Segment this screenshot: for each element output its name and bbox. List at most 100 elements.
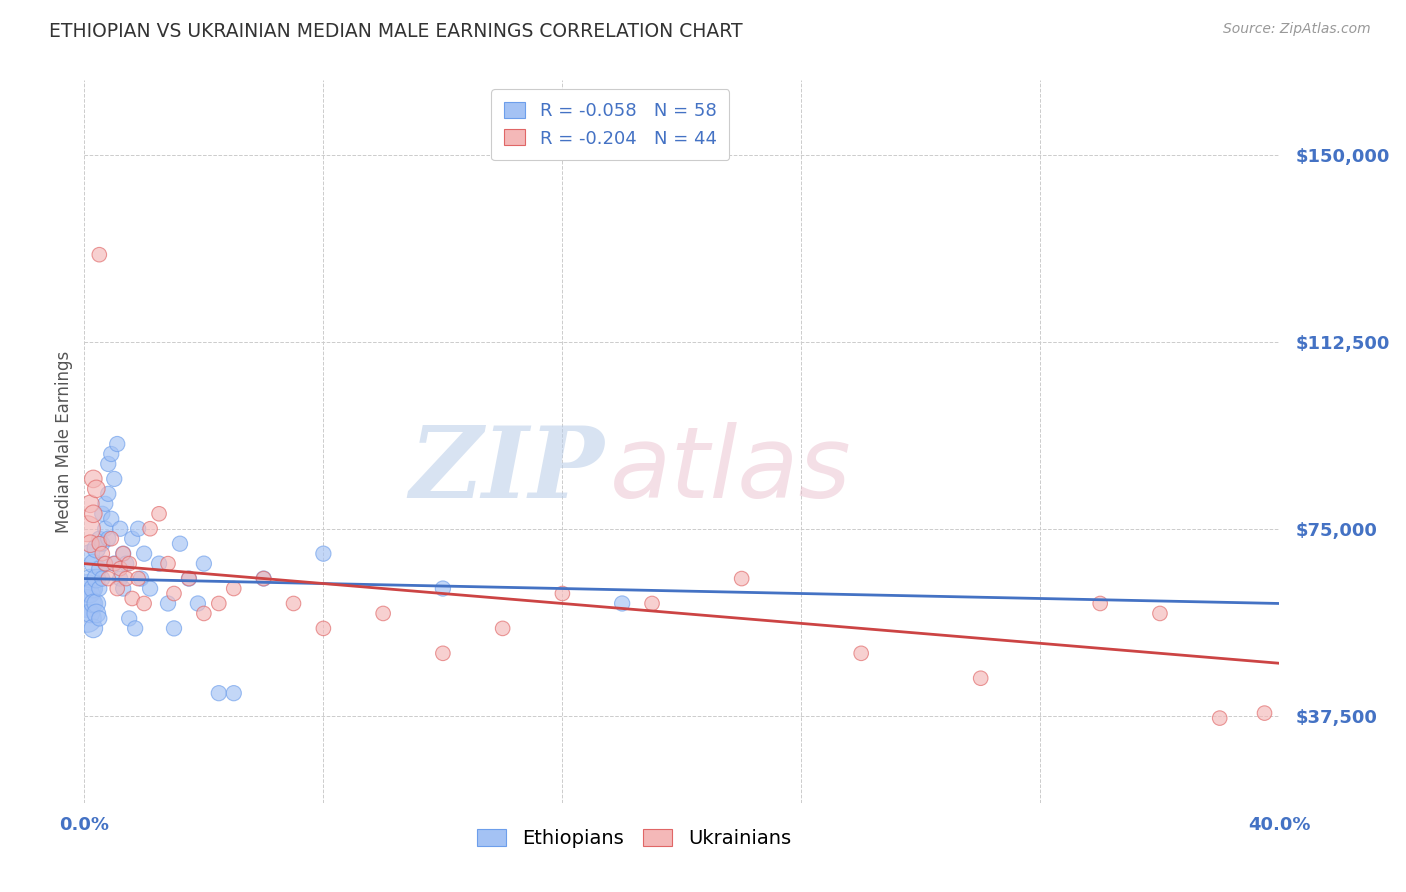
Point <box>208 597 231 611</box>
Point <box>139 582 162 596</box>
Point <box>79 572 101 586</box>
Point <box>89 561 111 575</box>
Point <box>100 447 122 461</box>
Point <box>177 572 200 586</box>
Point <box>731 572 754 586</box>
Text: ZIP: ZIP <box>409 422 605 518</box>
Point <box>118 611 141 625</box>
Point <box>76 611 98 625</box>
Point <box>89 248 111 262</box>
Point <box>148 507 170 521</box>
Point <box>82 597 104 611</box>
Point <box>97 532 120 546</box>
Text: atlas: atlas <box>610 422 852 519</box>
Point <box>312 621 335 635</box>
Point <box>851 646 873 660</box>
Point <box>132 547 156 561</box>
Point <box>86 597 108 611</box>
Point <box>100 512 122 526</box>
Point <box>79 497 101 511</box>
Point <box>97 572 120 586</box>
Point <box>112 547 135 561</box>
Legend: Ethiopians, Ukrainians: Ethiopians, Ukrainians <box>468 819 800 858</box>
Point <box>129 572 152 586</box>
Point <box>253 572 276 586</box>
Point <box>91 547 114 561</box>
Point <box>121 591 143 606</box>
Point <box>82 507 104 521</box>
Point <box>105 437 128 451</box>
Point <box>970 671 993 685</box>
Point <box>86 607 108 621</box>
Point <box>97 487 120 501</box>
Point <box>103 472 125 486</box>
Point <box>91 507 114 521</box>
Point <box>79 586 101 600</box>
Point <box>551 586 574 600</box>
Point <box>115 557 138 571</box>
Point <box>89 582 111 596</box>
Point <box>127 522 149 536</box>
Point <box>492 621 515 635</box>
Point <box>124 621 146 635</box>
Point <box>139 522 162 536</box>
Point <box>115 572 138 586</box>
Point <box>82 582 104 596</box>
Point <box>76 522 98 536</box>
Point <box>94 497 117 511</box>
Point <box>187 597 209 611</box>
Point <box>105 582 128 596</box>
Point <box>612 597 634 611</box>
Point <box>94 557 117 571</box>
Point <box>177 572 200 586</box>
Y-axis label: Median Male Earnings: Median Male Earnings <box>55 351 73 533</box>
Point <box>94 557 117 571</box>
Point <box>1090 597 1112 611</box>
Point <box>132 597 156 611</box>
Point <box>112 547 135 561</box>
Point <box>82 472 104 486</box>
Point <box>163 621 186 635</box>
Point <box>432 646 454 660</box>
Point <box>89 611 111 625</box>
Point <box>253 572 276 586</box>
Point <box>103 557 125 571</box>
Point <box>1209 711 1232 725</box>
Point <box>157 557 180 571</box>
Point <box>76 597 98 611</box>
Point <box>373 607 395 621</box>
Point <box>89 537 111 551</box>
Text: ETHIOPIAN VS UKRAINIAN MEDIAN MALE EARNINGS CORRELATION CHART: ETHIOPIAN VS UKRAINIAN MEDIAN MALE EARNI… <box>49 22 742 41</box>
Point <box>76 582 98 596</box>
Point <box>193 607 215 621</box>
Point <box>110 561 132 575</box>
Point <box>193 557 215 571</box>
Point <box>86 572 108 586</box>
Point <box>312 547 335 561</box>
Point <box>97 457 120 471</box>
Point <box>148 557 170 571</box>
Point <box>222 582 245 596</box>
Point <box>222 686 245 700</box>
Point <box>89 532 111 546</box>
Point <box>112 582 135 596</box>
Point <box>641 597 664 611</box>
Point <box>110 522 132 536</box>
Point <box>1149 607 1171 621</box>
Point <box>283 597 305 611</box>
Point <box>86 541 108 556</box>
Point <box>79 547 101 561</box>
Point <box>121 532 143 546</box>
Point <box>91 572 114 586</box>
Point <box>208 686 231 700</box>
Point <box>432 582 454 596</box>
Point <box>94 522 117 536</box>
Point <box>82 557 104 571</box>
Point <box>127 572 149 586</box>
Point <box>163 586 186 600</box>
Point <box>91 537 114 551</box>
Point <box>82 621 104 635</box>
Point <box>79 607 101 621</box>
Point <box>110 572 132 586</box>
Point <box>103 557 125 571</box>
